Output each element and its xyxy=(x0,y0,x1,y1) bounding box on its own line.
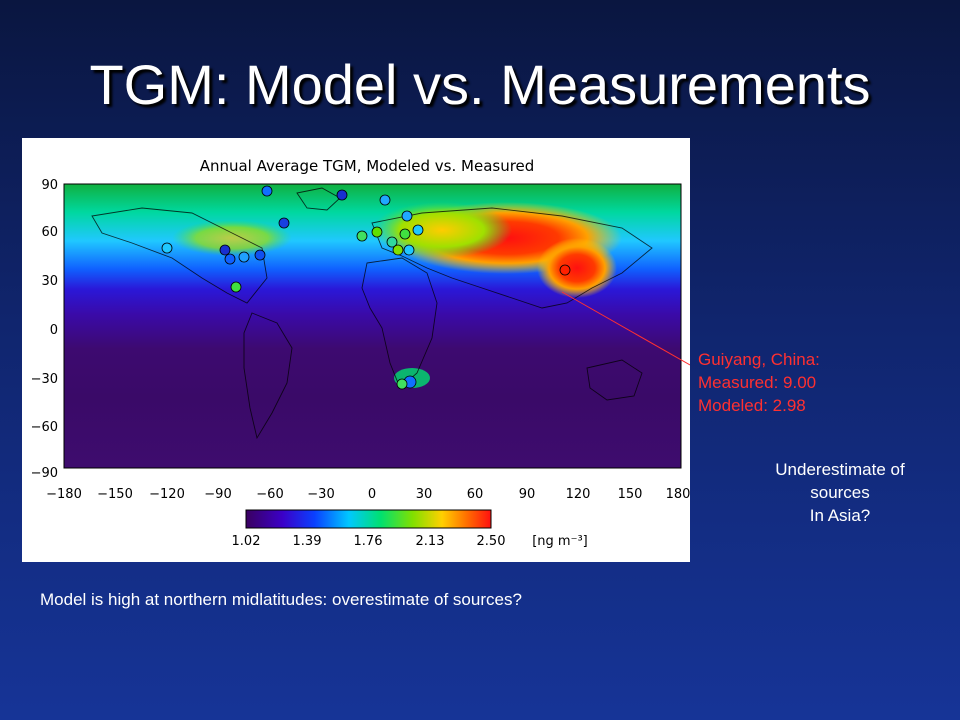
lon-tick-label: 0 xyxy=(368,487,376,502)
lon-tick-label: 90 xyxy=(519,487,536,502)
colorbar-unit: [ng m⁻³] xyxy=(532,534,588,549)
lon-tick-label: −120 xyxy=(149,487,185,502)
station-marker xyxy=(559,264,571,276)
colorbar-tick-label: 1.02 xyxy=(232,534,261,549)
station-marker xyxy=(356,230,368,242)
station-marker xyxy=(392,244,404,256)
lat-tick-label: 90 xyxy=(41,178,58,193)
lon-tick-label: 180 xyxy=(666,487,690,502)
slide-caption: Model is high at northern midlatitudes: … xyxy=(40,590,522,609)
map-title: Annual Average TGM, Modeled vs. Measured xyxy=(200,157,535,175)
lon-tick-label: 60 xyxy=(467,487,484,502)
map-field xyxy=(64,184,681,468)
note-line: In Asia? xyxy=(809,506,871,525)
lon-tick-label: −30 xyxy=(307,487,334,502)
lon-tick-label: −90 xyxy=(204,487,231,502)
lat-tick-label: −60 xyxy=(31,420,58,435)
station-marker xyxy=(224,253,236,265)
station-marker xyxy=(403,244,415,256)
station-marker xyxy=(238,251,250,263)
map-frame xyxy=(63,183,682,469)
station-marker xyxy=(396,378,408,390)
lat-tick-label: 30 xyxy=(41,274,58,289)
station-marker xyxy=(254,249,266,261)
slide-title: TGM: Model vs. Measurements xyxy=(89,53,871,116)
lon-tick-label: −150 xyxy=(97,487,133,502)
colorbar-tick-label: 2.13 xyxy=(416,534,445,549)
note-line: Underestimate of xyxy=(775,460,905,479)
lon-tick-label: −60 xyxy=(256,487,283,502)
station-marker xyxy=(278,217,290,229)
lat-tick-label: −90 xyxy=(31,466,58,481)
lon-tick-labels: −180 −150 −120 −90 −60 −30 0 30 60 90 12… xyxy=(46,487,690,502)
map-svg: Annual Average TGM, Modeled vs. Measured xyxy=(31,157,690,549)
lat-tick-label: −30 xyxy=(31,372,58,387)
guiyang-pointer-line xyxy=(561,291,690,366)
lat-tick-label: 0 xyxy=(50,323,58,338)
lat-tick-label: 60 xyxy=(41,225,58,240)
annotation-line: Modeled: 2.98 xyxy=(698,396,806,415)
note-line: sources xyxy=(810,483,870,502)
station-marker xyxy=(386,236,398,248)
lon-tick-label: 120 xyxy=(566,487,591,502)
colorbar-tick-label: 2.50 xyxy=(477,534,506,549)
station-marker xyxy=(379,194,391,206)
lat-tick-labels: 90 60 30 0 −30 −60 −90 xyxy=(31,178,58,481)
lon-tick-label: −180 xyxy=(46,487,82,502)
annotation-line: Guiyang, China: xyxy=(698,350,820,369)
station-marker xyxy=(161,242,173,254)
annotation-line: Measured: 9.00 xyxy=(698,373,817,392)
station-marker xyxy=(261,185,273,197)
lon-tick-label: 30 xyxy=(416,487,433,502)
station-marker xyxy=(401,210,413,222)
asia-note: Underestimate of sources In Asia? xyxy=(735,458,945,527)
station-marker xyxy=(412,224,424,236)
station-marker xyxy=(230,281,242,293)
station-marker xyxy=(219,244,231,256)
station-markers xyxy=(161,185,571,390)
colorbar-tick-label: 1.39 xyxy=(293,534,322,549)
guiyang-annotation: Guiyang, China: Measured: 9.00 Modeled: … xyxy=(698,348,820,417)
colorbar-tick-labels: 1.02 1.39 1.76 2.13 2.50 xyxy=(232,534,506,549)
station-marker xyxy=(336,189,348,201)
colorbar-tick-label: 1.76 xyxy=(354,534,383,549)
tgm-map-figure: Annual Average TGM, Modeled vs. Measured xyxy=(22,138,690,562)
station-marker xyxy=(371,226,383,238)
station-marker xyxy=(399,228,411,240)
lon-tick-label: 150 xyxy=(618,487,643,502)
colorbar xyxy=(245,509,492,529)
